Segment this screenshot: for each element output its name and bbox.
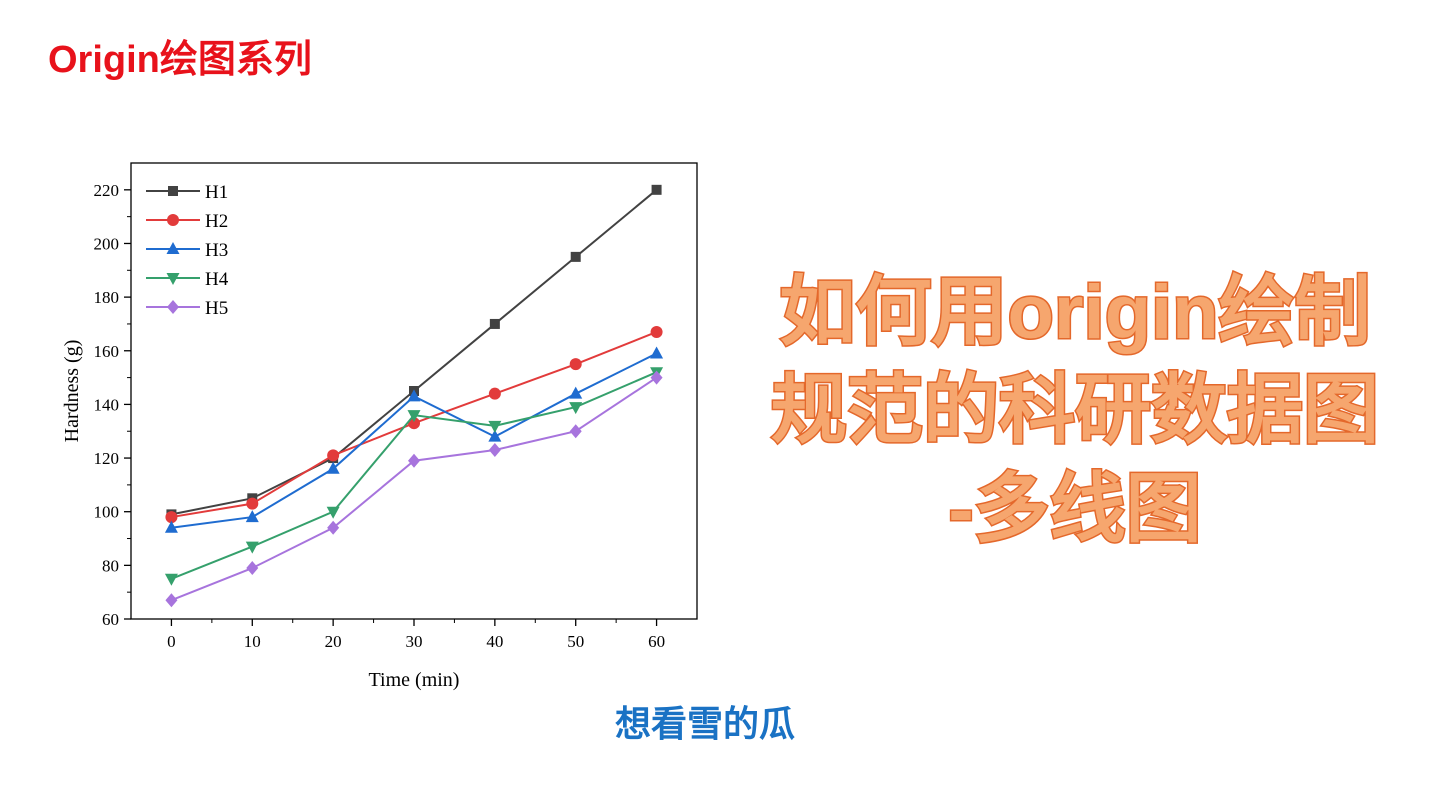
- data-point: [488, 443, 501, 458]
- data-point: [489, 318, 500, 329]
- legend-marker: [168, 186, 178, 196]
- y-tick-label: 80: [102, 556, 119, 575]
- y-tick-label: 140: [94, 395, 120, 414]
- x-tick-label: 20: [325, 632, 342, 651]
- data-point: [569, 386, 583, 399]
- data-point: [245, 541, 259, 554]
- x-tick-label: 50: [567, 632, 584, 651]
- data-point: [326, 506, 340, 519]
- data-point: [408, 453, 420, 468]
- legend-label: H2: [205, 211, 228, 232]
- x-tick-label: 60: [648, 632, 665, 651]
- author: 想看雪的瓜: [615, 703, 795, 744]
- headline: 规范的科研数据图: [771, 368, 1379, 453]
- legend-marker: [166, 273, 180, 285]
- data-point: [570, 251, 581, 262]
- legend-label: H4: [205, 269, 229, 290]
- x-tick-label: 0: [167, 632, 176, 651]
- y-tick-label: 60: [102, 610, 119, 629]
- legend-label: H5: [205, 298, 228, 319]
- y-tick-label: 100: [94, 503, 120, 522]
- x-tick-label: 40: [486, 632, 503, 651]
- data-point: [164, 520, 178, 533]
- y-tick-label: 180: [94, 288, 120, 307]
- x-tick-label: 30: [406, 632, 423, 651]
- y-tick-label: 200: [94, 234, 120, 253]
- series-line: [171, 371, 657, 580]
- data-point: [165, 511, 178, 524]
- headline: 如何用origin绘制: [779, 270, 1370, 355]
- data-point: [488, 387, 501, 400]
- chart: 0 10 20 30 40 50 60 60 80 100 120 140 160 180 200 220 Ti…: [61, 162, 698, 691]
- data-point: [246, 561, 259, 576]
- data-point: [326, 461, 340, 474]
- header: Origin绘图系列: [48, 39, 312, 81]
- x-tick-label: 10: [244, 632, 261, 651]
- data-point: [407, 389, 421, 402]
- y-tick-label: 160: [94, 342, 120, 361]
- data-point: [327, 520, 340, 535]
- legend-marker: [167, 300, 179, 314]
- data-point: [650, 346, 664, 359]
- data-point: [245, 510, 259, 523]
- legend-marker: [167, 214, 179, 226]
- data-point: [650, 370, 663, 385]
- data-point: [651, 184, 662, 195]
- data-point: [569, 402, 583, 415]
- data-point: [488, 420, 502, 433]
- data-point: [164, 573, 178, 586]
- y-axis-label: Hardness (g): [61, 340, 83, 443]
- legend-label: H3: [205, 240, 228, 261]
- y-tick-label: 220: [94, 181, 120, 200]
- data-point: [407, 410, 421, 423]
- legend-marker: [166, 242, 180, 254]
- data-point: [488, 429, 502, 442]
- legend-label: H1: [205, 182, 228, 203]
- data-point: [165, 593, 178, 608]
- series-line: [171, 352, 658, 529]
- data-point: [569, 358, 582, 371]
- x-axis-label: Time (min): [369, 669, 460, 691]
- y-tick-label: 120: [94, 449, 120, 468]
- data-point: [650, 325, 663, 338]
- data-point: [327, 449, 340, 462]
- data-point: [569, 424, 582, 439]
- headline: -多线图: [948, 467, 1201, 552]
- data-point: [246, 497, 259, 510]
